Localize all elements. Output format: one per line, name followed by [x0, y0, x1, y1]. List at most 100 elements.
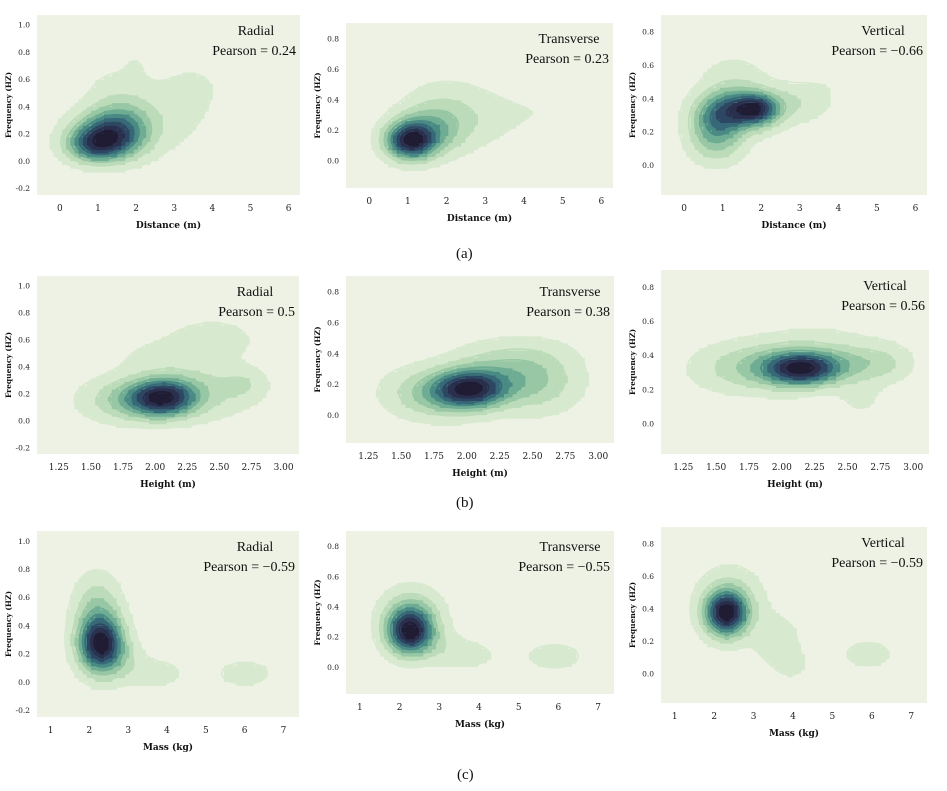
- x-axis-label: Distance (m): [761, 220, 826, 231]
- y-tick-label: 0.8: [18, 308, 30, 317]
- y-tick-label: 0.4: [18, 102, 30, 111]
- x-tick-label: 2.25: [805, 463, 825, 473]
- x-tick-label: 6: [913, 204, 919, 214]
- density-fill: [689, 564, 890, 678]
- x-tick-label: 2.75: [555, 452, 575, 462]
- x-tick-label: 1.75: [113, 463, 133, 473]
- y-tick-label: 0.4: [18, 621, 30, 630]
- y-tick-label: 1.0: [18, 537, 30, 546]
- y-tick-label: 0.8: [642, 28, 654, 37]
- panel-title: Vertical: [861, 24, 905, 39]
- x-axis-label: Mass (kg): [143, 742, 193, 753]
- x-tick-label: 6: [242, 726, 248, 736]
- y-tick-label: 0.6: [327, 572, 339, 581]
- y-axis-label: Frequency (HZ): [313, 326, 322, 392]
- kde-panel-c-transverse: 1 2 3 4 5 6 7 0.0 0.2 0.4 0.6 0.8 Mass (kg) Frequency…: [313, 531, 614, 730]
- x-tick-label: 2.75: [241, 463, 261, 473]
- density-fill: [49, 60, 213, 173]
- y-tick-label: -0.2: [16, 184, 31, 193]
- density-level-9: [718, 604, 735, 622]
- x-tick-label: 3: [797, 204, 803, 214]
- x-tick-label: 2: [758, 204, 764, 214]
- x-tick-label: 6: [286, 204, 292, 214]
- x-axis-label: Mass (kg): [455, 719, 505, 730]
- y-tick-label: 0.4: [327, 349, 339, 358]
- x-tick-label: 5: [248, 204, 254, 214]
- panel-title: Vertical: [863, 279, 907, 294]
- panel-title: Radial: [238, 24, 275, 39]
- x-tick-label: 2.50: [523, 452, 543, 462]
- y-axis-label: Frequency (HZ): [628, 582, 637, 648]
- row-label-c: (c): [457, 767, 474, 783]
- y-tick-label: 0.8: [18, 48, 30, 57]
- x-tick-label: 1.75: [424, 452, 444, 462]
- x-tick-label: 1.50: [391, 452, 411, 462]
- y-tick-label: 0.0: [642, 161, 654, 170]
- x-tick-label: 3: [751, 712, 757, 722]
- panel-title: Transverse: [540, 540, 601, 555]
- y-tick-label: 0.0: [18, 416, 30, 425]
- x-axis-label: Height (m): [452, 468, 508, 479]
- y-tick-label: 0.0: [642, 419, 654, 428]
- x-tick-label: 1.25: [49, 463, 69, 473]
- x-tick-label: 1: [48, 726, 54, 736]
- kde-panel-c-radial: 1 2 3 4 5 6 7 -0.2 0.0 0.2 0.4 0.6 0.8 1.0 Mass (kg) Fr…: [4, 531, 299, 753]
- x-tick-label: 4: [521, 197, 527, 207]
- x-tick-label: 6: [599, 197, 605, 207]
- kde-panel-b-radial: 1.25 1.50 1.75 2.00 2.25 2.50 2.75 3.00 -0.2 0.0 0…: [4, 276, 299, 490]
- panel-title: Transverse: [540, 285, 601, 300]
- y-tick-label: 0.6: [642, 61, 654, 70]
- y-tick-label: 0.2: [18, 650, 30, 659]
- x-tick-label: 4: [835, 204, 841, 214]
- kde-panel-c-vertical: 1 2 3 4 5 6 7 0.0 0.2 0.4 0.6 0.8 Mass (kg) Frequency…: [628, 527, 927, 739]
- y-tick-label: 0.4: [642, 351, 654, 360]
- row-label-b: (b): [456, 495, 474, 511]
- density-level-9: [148, 390, 174, 406]
- x-tick-label: 4: [790, 712, 796, 722]
- y-tick-label: 0.0: [327, 663, 339, 672]
- pearson-annotation: Pearson = 0.38: [526, 305, 610, 320]
- y-tick-label: 0.4: [327, 95, 339, 104]
- x-tick-label: 1: [672, 712, 678, 722]
- y-tick-label: 0.2: [18, 130, 30, 139]
- x-tick-label: 1: [357, 703, 363, 713]
- y-tick-label: 0.4: [642, 94, 654, 103]
- y-axis-label: Frequency (HZ): [313, 579, 322, 645]
- y-axis-label: Frequency (HZ): [4, 72, 13, 138]
- x-tick-label: 3: [171, 204, 177, 214]
- x-tick-label: 2: [133, 204, 139, 214]
- y-tick-label: -0.2: [16, 706, 31, 715]
- y-tick-label: 0.8: [18, 565, 30, 574]
- y-tick-label: 1.0: [18, 281, 30, 290]
- kde-panel-a-vertical: 0 1 2 3 4 5 6 0.0 0.2 0.4 0.6 0.8 Distance (m) Freque…: [628, 15, 927, 231]
- y-tick-label: 0.0: [327, 157, 339, 166]
- y-tick-label: 0.8: [642, 539, 654, 548]
- density-fill: [677, 59, 831, 169]
- pearson-annotation: Pearson = 0.23: [525, 52, 609, 67]
- density-level-9: [454, 381, 483, 396]
- density-fill: [375, 336, 590, 426]
- x-tick-label: 2.00: [145, 463, 165, 473]
- pearson-annotation: Pearson = −0.59: [203, 560, 295, 575]
- y-tick-label: 0.6: [642, 572, 654, 581]
- x-tick-label: 6: [869, 712, 875, 722]
- y-tick-label: 0.8: [327, 287, 339, 296]
- y-tick-label: 0.6: [18, 75, 30, 84]
- y-tick-label: 0.8: [327, 34, 339, 43]
- x-tick-label: 2: [87, 726, 93, 736]
- density-level-9: [403, 131, 423, 147]
- y-tick-label: -0.2: [16, 443, 31, 452]
- y-tick-label: 0.2: [18, 389, 30, 398]
- x-axis-label: Mass (kg): [769, 728, 819, 739]
- x-tick-label: 5: [560, 197, 566, 207]
- y-tick-label: 0.2: [642, 385, 654, 394]
- x-tick-label: 3: [125, 726, 131, 736]
- density-level-9: [786, 362, 815, 374]
- x-tick-label: 5: [874, 204, 880, 214]
- y-tick-label: 0.6: [18, 593, 30, 602]
- y-tick-label: 0.8: [327, 542, 339, 551]
- y-tick-label: 0.4: [327, 602, 339, 611]
- density-fill: [370, 80, 534, 172]
- y-tick-label: 0.6: [327, 65, 339, 74]
